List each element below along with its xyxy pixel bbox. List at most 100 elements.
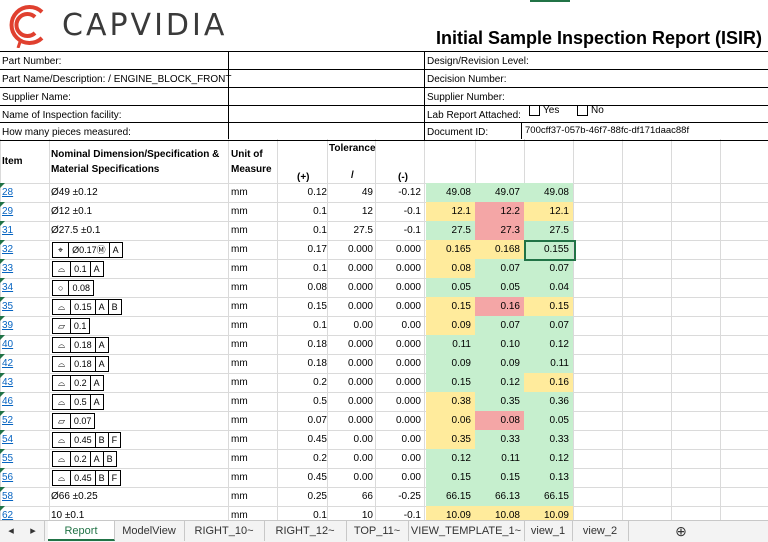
measurement-m3[interactable]: 0.11 — [524, 354, 573, 373]
measurement-m2[interactable]: 0.11 — [475, 449, 524, 468]
comment-indicator-icon — [0, 411, 5, 416]
item-link[interactable]: 62 — [2, 510, 14, 521]
sheet-tab[interactable]: TOP_11~ — [346, 521, 409, 541]
measurement-m2[interactable]: 0.33 — [475, 430, 524, 449]
measurement-m3[interactable]: 27.5 — [524, 221, 573, 240]
measurement-m1[interactable]: 0.165 — [426, 240, 475, 259]
measurement-m3[interactable]: 0.36 — [524, 392, 573, 411]
measurement-m3[interactable]: 0.33 — [524, 430, 573, 449]
measurement-m1[interactable]: 0.15 — [426, 373, 475, 392]
unit-of-measure: mm — [231, 339, 248, 350]
measurement-m3[interactable]: 0.12 — [524, 449, 573, 468]
measurement-m1[interactable]: 0.09 — [426, 316, 475, 335]
measurement-m2[interactable]: 0.05 — [475, 278, 524, 297]
lab-report-yes[interactable]: Yes — [529, 105, 559, 116]
item-link[interactable]: 40 — [2, 339, 14, 350]
sheet-tab[interactable]: Report — [48, 521, 115, 541]
measurement-m3[interactable]: 66.15 — [524, 487, 573, 506]
fcf-cell: 0.1 — [70, 262, 90, 276]
measurement-m1[interactable]: 0.35 — [426, 430, 475, 449]
item-link[interactable]: 43 — [2, 377, 14, 388]
tolerance-minus: 0.00 — [401, 472, 421, 483]
yes-checkbox[interactable] — [529, 105, 540, 116]
measurement-m1[interactable]: 49.08 — [426, 183, 475, 202]
measurement-m1[interactable]: 0.08 — [426, 259, 475, 278]
measurement-m3[interactable]: 12.1 — [524, 202, 573, 221]
item-link[interactable]: 52 — [2, 415, 14, 426]
measurement-m2[interactable]: 27.3 — [475, 221, 524, 240]
measurement-m3[interactable]: 0.05 — [524, 411, 573, 430]
item-link[interactable]: 29 — [2, 206, 14, 217]
fcf-cell: 0.18 — [70, 357, 95, 371]
fcf-cell: 0.45 — [70, 433, 95, 447]
measurement-m1[interactable]: 0.15 — [426, 297, 475, 316]
measurement-m1[interactable]: 0.05 — [426, 278, 475, 297]
measurement-m2[interactable]: 0.07 — [475, 316, 524, 335]
measurement-m1[interactable]: 0.11 — [426, 335, 475, 354]
measurement-m1[interactable]: 0.15 — [426, 468, 475, 487]
measurement-m2[interactable]: 0.12 — [475, 373, 524, 392]
tolerance-minus: 0.000 — [395, 282, 421, 293]
item-link[interactable]: 55 — [2, 453, 14, 464]
add-sheet-icon[interactable]: ⊕ — [675, 523, 687, 539]
sheet-tab[interactable]: VIEW_TEMPLATE_1~ — [408, 521, 525, 541]
item-link[interactable]: 35 — [2, 301, 14, 312]
item-link[interactable]: 31 — [2, 225, 14, 236]
item-link[interactable]: 58 — [2, 491, 14, 502]
tab-prev-icon[interactable]: ◂ — [8, 525, 14, 537]
measurement-m2[interactable]: 0.07 — [475, 259, 524, 278]
measurement-m3[interactable]: 0.04 — [524, 278, 573, 297]
fcf-cell: 0.1 — [69, 319, 90, 333]
measurement-m2[interactable]: 0.15 — [475, 468, 524, 487]
measurement-m2[interactable]: 0.08 — [475, 411, 524, 430]
lab-report-no[interactable]: No — [577, 105, 604, 116]
measurement-m2[interactable]: 0.35 — [475, 392, 524, 411]
measurement-m3[interactable]: 0.15 — [524, 297, 573, 316]
unit-of-measure: mm — [231, 282, 248, 293]
measurement-m2[interactable]: 12.2 — [475, 202, 524, 221]
no-checkbox[interactable] — [577, 105, 588, 116]
measurement-m2[interactable]: 66.13 — [475, 487, 524, 506]
sheet-tab[interactable]: RIGHT_10~ — [184, 521, 265, 541]
measurement-m3[interactable]: 0.13 — [524, 468, 573, 487]
sheet-tab[interactable]: RIGHT_12~ — [264, 521, 347, 541]
tab-next-icon[interactable]: ▸ — [22, 521, 45, 541]
measurement-m3[interactable]: 49.08 — [524, 183, 573, 202]
item-link[interactable]: 54 — [2, 434, 14, 445]
measurement-m3[interactable]: 0.155 — [524, 240, 573, 259]
item-link[interactable]: 42 — [2, 358, 14, 369]
item-link[interactable]: 46 — [2, 396, 14, 407]
fcf-cell: B — [94, 433, 108, 447]
item-link[interactable]: 56 — [2, 472, 14, 483]
col-plus-header: (+) — [297, 172, 310, 183]
measurement-m1[interactable]: 0.06 — [426, 411, 475, 430]
sheet-tab[interactable]: ModelView — [114, 521, 185, 541]
sheet-tab[interactable]: view_1 — [524, 521, 573, 541]
measurement-m2[interactable]: 49.07 — [475, 183, 524, 202]
measurement-m3[interactable]: 0.07 — [524, 316, 573, 335]
measurement-m2[interactable]: 0.09 — [475, 354, 524, 373]
sheet-tab[interactable]: view_2 — [572, 521, 629, 541]
item-link[interactable]: 39 — [2, 320, 14, 331]
measurement-m3[interactable]: 0.07 — [524, 259, 573, 278]
measurement-m3[interactable]: 0.12 — [524, 335, 573, 354]
item-link[interactable]: 34 — [2, 282, 14, 293]
item-link[interactable]: 28 — [2, 187, 14, 198]
measurement-m1[interactable]: 12.1 — [426, 202, 475, 221]
item-link[interactable]: 33 — [2, 263, 14, 274]
measurement-m1[interactable]: 0.12 — [426, 449, 475, 468]
tolerance-minus: 0.000 — [395, 358, 421, 369]
measurement-m3[interactable]: 0.16 — [524, 373, 573, 392]
item-link[interactable]: 32 — [2, 244, 14, 255]
measurement-m1[interactable]: 0.38 — [426, 392, 475, 411]
measurement-m2[interactable]: 0.168 — [475, 240, 524, 259]
document-id-label: Document ID: — [427, 127, 489, 138]
measurement-m2[interactable]: 0.10 — [475, 335, 524, 354]
measurement-m1[interactable]: 0.09 — [426, 354, 475, 373]
fcf-cell: 0.08 — [68, 281, 93, 295]
measurement-m2[interactable]: 0.16 — [475, 297, 524, 316]
selected-cell[interactable] — [524, 240, 576, 261]
measurement-m1[interactable]: 66.15 — [426, 487, 475, 506]
measurement-m1[interactable]: 27.5 — [426, 221, 475, 240]
